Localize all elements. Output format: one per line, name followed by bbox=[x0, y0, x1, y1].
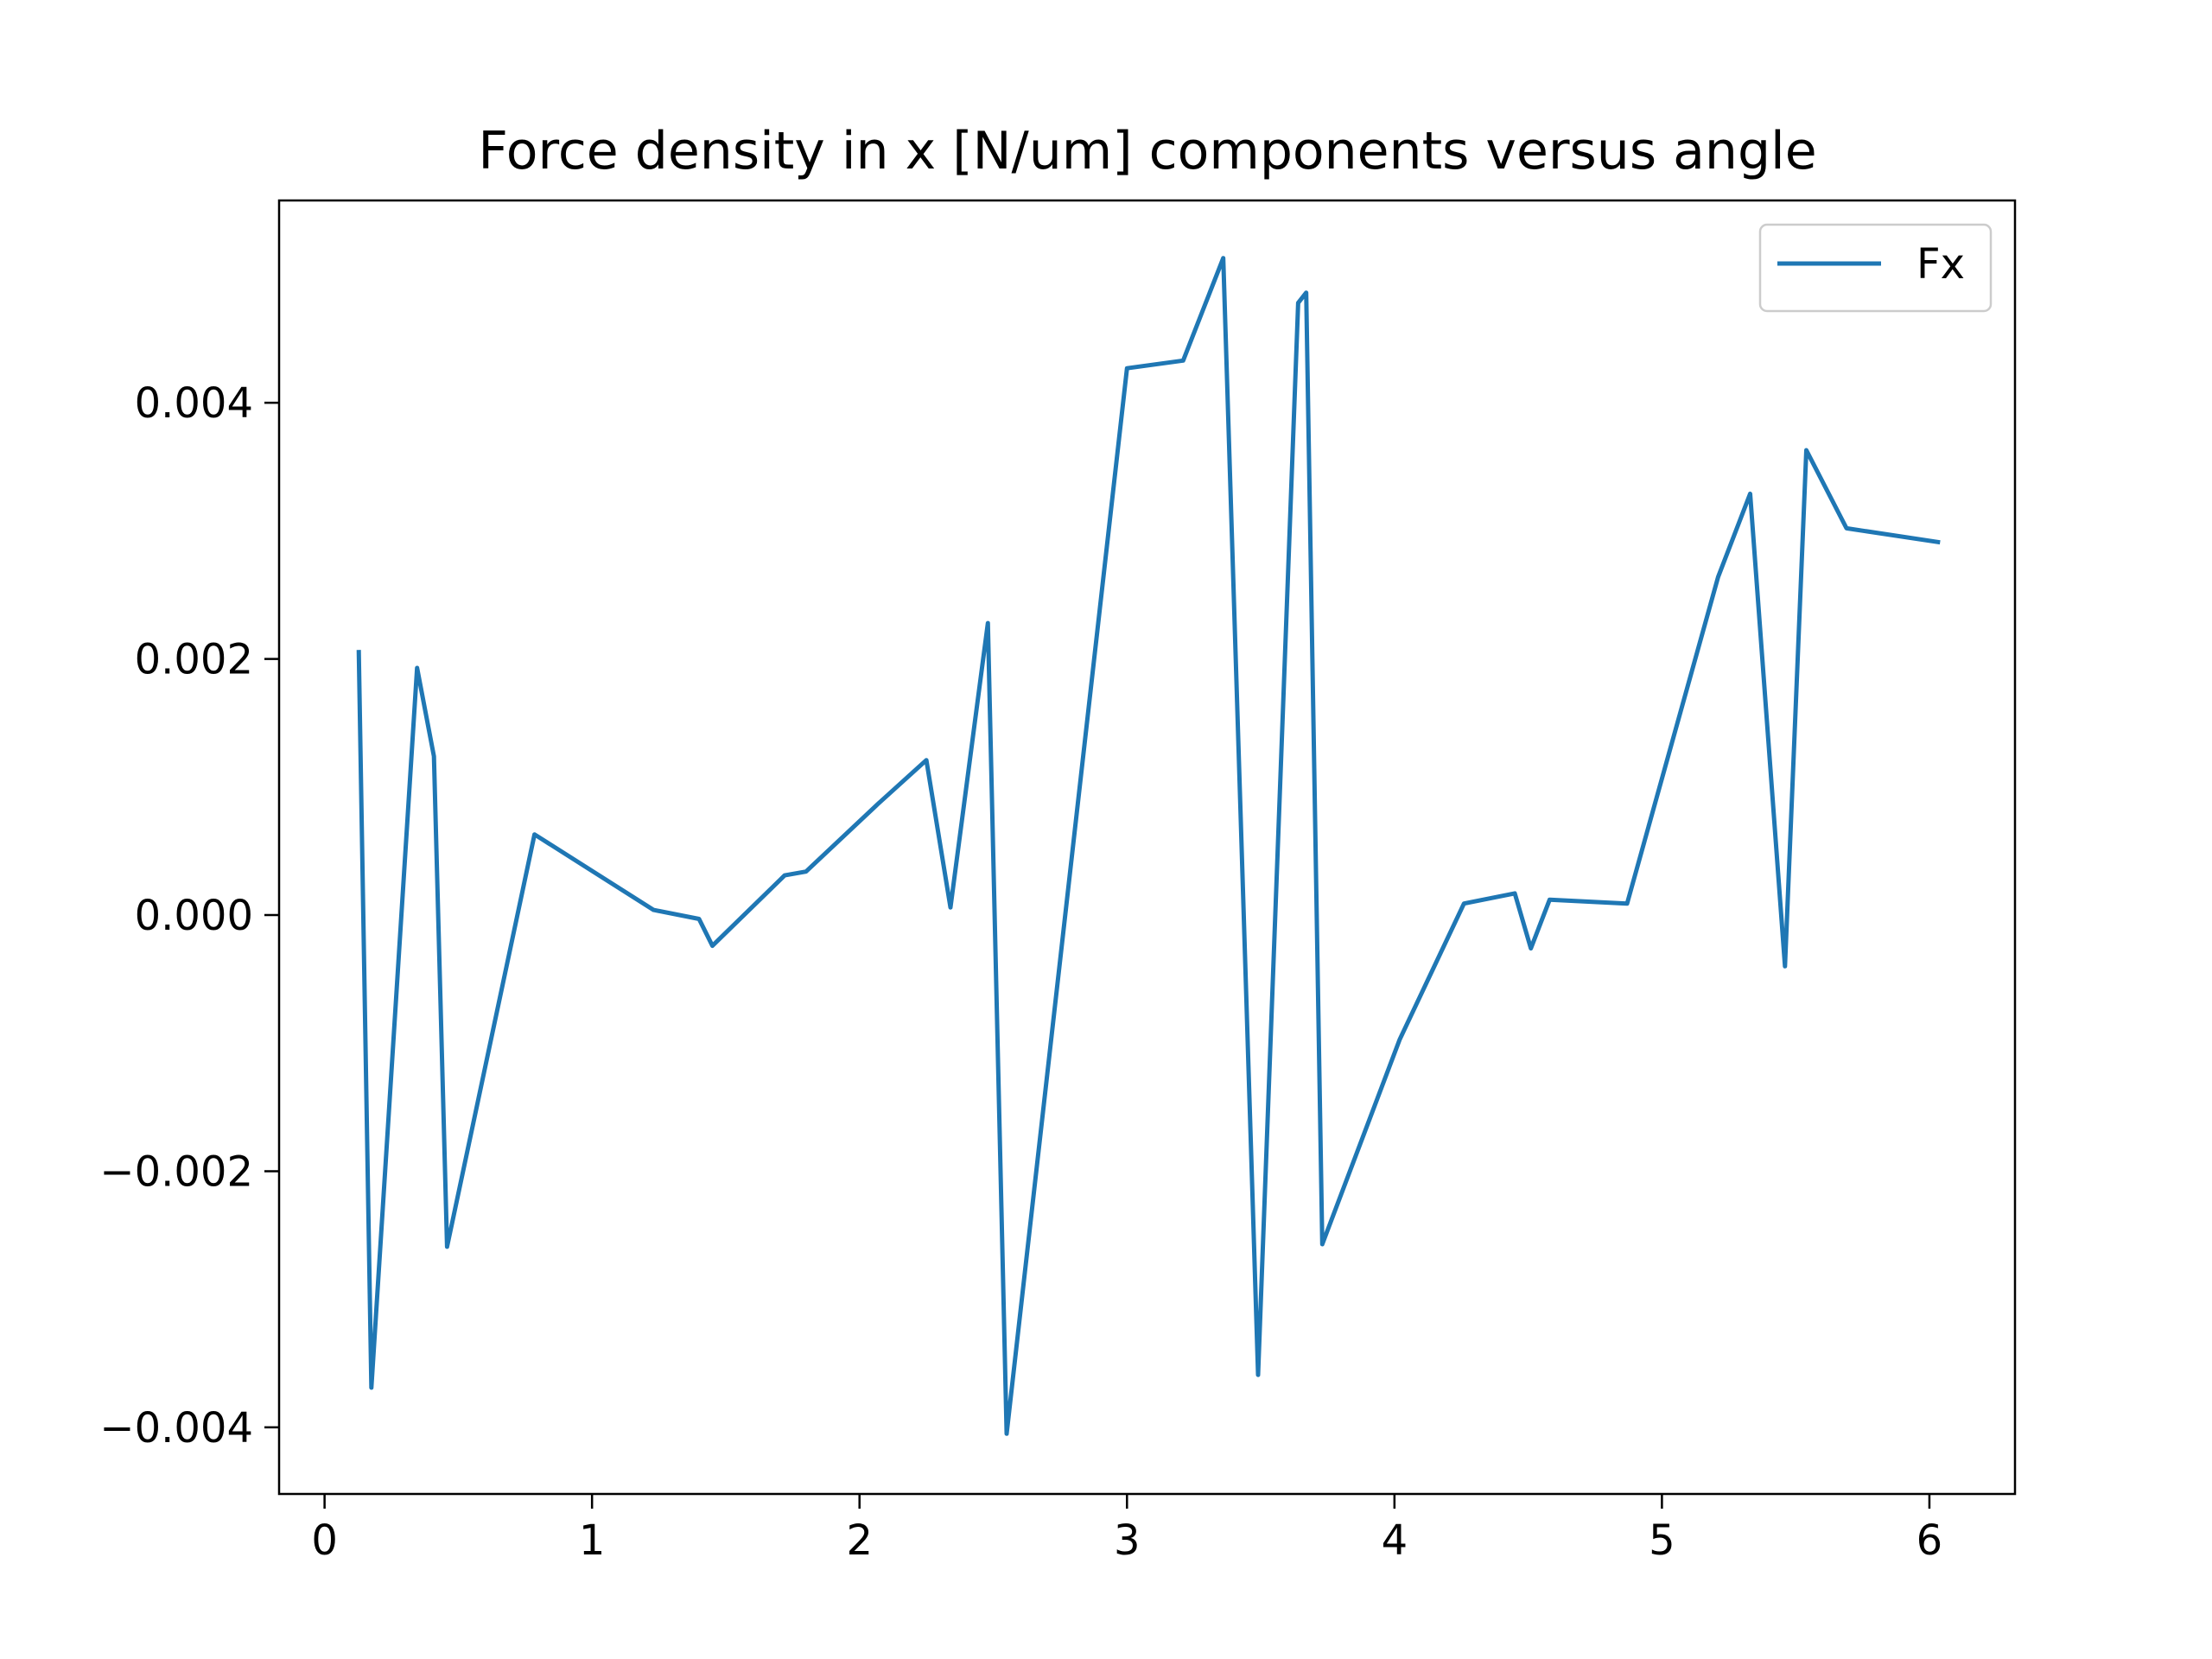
data-point bbox=[1179, 357, 1186, 364]
plot-area bbox=[277, 199, 2017, 1496]
data-point bbox=[1294, 300, 1301, 307]
data-point bbox=[1220, 255, 1227, 262]
data-point bbox=[709, 943, 715, 950]
legend-label-fx: Fx bbox=[1916, 240, 1965, 289]
data-point bbox=[414, 664, 421, 671]
data-point bbox=[803, 868, 810, 875]
data-point bbox=[1123, 365, 1130, 372]
y-tick-label: −0.002 bbox=[99, 1147, 253, 1196]
x-tick-label: 1 bbox=[579, 1516, 606, 1565]
data-point bbox=[368, 1384, 375, 1391]
y-tick-label: 0.004 bbox=[135, 379, 253, 428]
data-point bbox=[531, 831, 538, 838]
x-tick-label: 6 bbox=[1916, 1516, 1943, 1565]
x-axis: 0 1 2 3 4 5 6 bbox=[311, 1494, 1942, 1565]
data-point bbox=[1782, 963, 1789, 969]
data-point bbox=[781, 872, 788, 879]
data-point bbox=[947, 904, 954, 911]
x-tick-label: 3 bbox=[1114, 1516, 1141, 1565]
data-point bbox=[1303, 289, 1310, 296]
data-point bbox=[650, 906, 657, 913]
data-point bbox=[1624, 900, 1630, 907]
data-point bbox=[355, 646, 362, 653]
data-point bbox=[1546, 896, 1553, 903]
data-point bbox=[1511, 890, 1518, 897]
axes-frame bbox=[277, 199, 2017, 1496]
series-line-fx bbox=[356, 256, 1941, 1436]
data-point bbox=[430, 753, 437, 760]
data-point bbox=[874, 800, 881, 807]
data-point bbox=[1747, 490, 1754, 497]
data-point bbox=[923, 757, 930, 764]
data-point bbox=[1936, 539, 1943, 546]
data-point bbox=[1714, 574, 1721, 581]
series-layer bbox=[355, 255, 1943, 1437]
data-point bbox=[984, 620, 991, 626]
data-point bbox=[1396, 1036, 1403, 1043]
x-tick-label: 0 bbox=[311, 1516, 338, 1565]
legend: Fx bbox=[1758, 223, 1993, 313]
data-point bbox=[1255, 1371, 1262, 1378]
x-tick-label: 4 bbox=[1382, 1516, 1408, 1565]
data-point bbox=[1003, 1430, 1010, 1437]
data-point bbox=[696, 916, 702, 923]
y-tick-label: 0.000 bbox=[135, 892, 253, 940]
data-point bbox=[1843, 524, 1850, 531]
data-point bbox=[1803, 447, 1810, 454]
y-tick-label: −0.004 bbox=[99, 1404, 253, 1452]
data-point bbox=[1319, 1241, 1325, 1248]
data-point bbox=[1528, 945, 1535, 952]
x-tick-label: 5 bbox=[1649, 1516, 1675, 1565]
data-point bbox=[443, 1243, 450, 1250]
x-tick-label: 2 bbox=[846, 1516, 873, 1565]
y-tick-label: 0.002 bbox=[135, 636, 253, 684]
chart-title: Force density in x [N/um] components ver… bbox=[478, 121, 1816, 181]
data-point bbox=[1460, 900, 1467, 907]
legend-box bbox=[1758, 223, 1993, 313]
y-axis: −0.004 −0.002 0.000 0.002 0.004 bbox=[99, 379, 279, 1452]
